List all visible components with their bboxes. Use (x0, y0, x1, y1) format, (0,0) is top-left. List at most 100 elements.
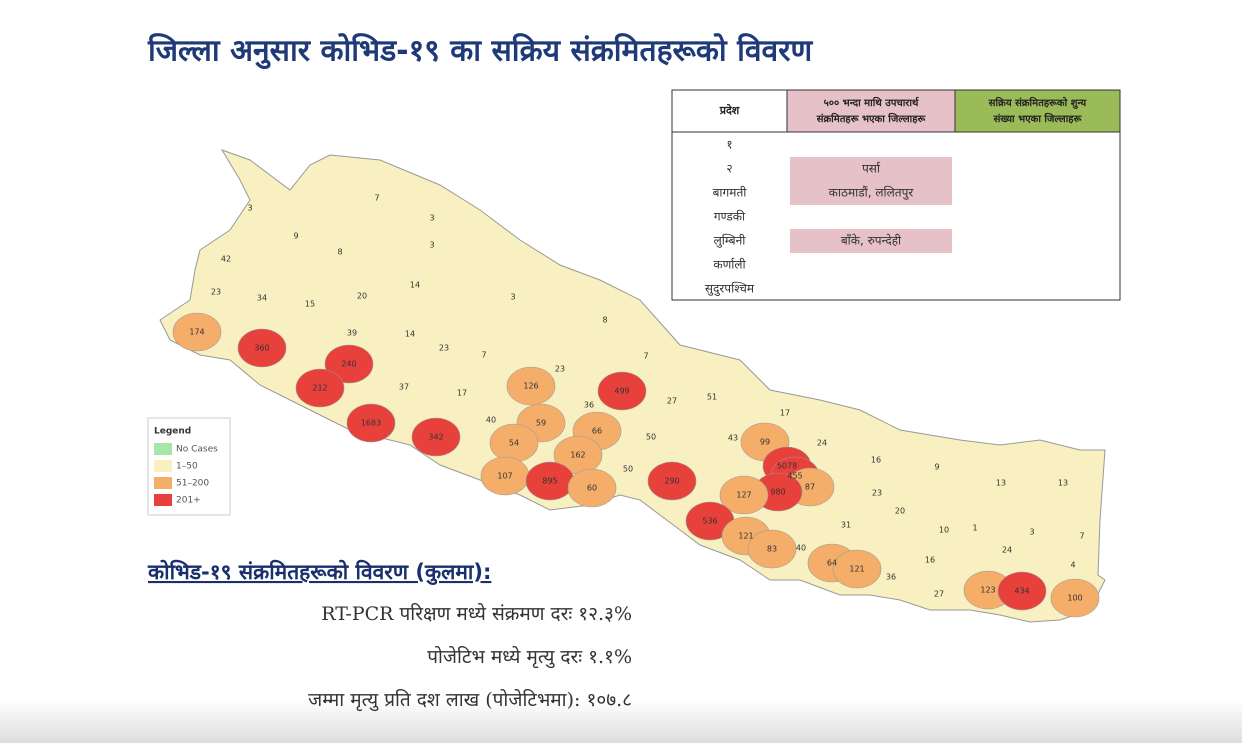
district-label: 895 (542, 477, 557, 486)
district-label: 66 (592, 427, 602, 436)
summary-heading: कोभिड-१९ संक्रमितहरूको विवरण (कुलमा): (147, 559, 491, 586)
district-label: 4 (1070, 561, 1075, 570)
district-label: 51 (707, 393, 717, 402)
table: प्रदेश ५०० भन्दा माथि उपचारार्थ संक्रमितहर… (671, 89, 1121, 301)
header-text: प्रदेश (719, 103, 740, 117)
district-label: 126 (523, 382, 538, 391)
legend-swatch (154, 460, 172, 472)
district-label: 36 (886, 573, 896, 582)
summary: RT-PCR परिक्षण मध्ये संक्रमण दरः १२.३% पो… (308, 602, 632, 712)
district-label: 7 (643, 352, 648, 361)
district-label: 1683 (361, 419, 381, 428)
district-label: 8 (602, 316, 607, 325)
district-label: 34 (257, 294, 267, 303)
district-label: 107 (497, 472, 512, 481)
district-label: 3 (1029, 528, 1034, 537)
district-label: 10 (939, 526, 949, 535)
district-fill (324, 344, 374, 384)
district-label: 162 (570, 451, 585, 460)
district-label: 212 (312, 384, 327, 393)
district-label: 40 (796, 544, 806, 553)
province: २ (726, 162, 732, 176)
district-fill (597, 371, 647, 411)
cell-text: बाँके, रुपन्देही (841, 234, 902, 248)
district-label: 13 (996, 479, 1006, 488)
legend-swatch (154, 443, 172, 455)
district-label: 455 (787, 472, 802, 481)
district-label: 16 (871, 456, 881, 465)
district-fill (346, 403, 396, 443)
district-label: 23 (211, 288, 221, 297)
district-label: 290 (664, 477, 679, 486)
district-label: 360 (254, 344, 269, 353)
district-label: 3 (247, 204, 252, 213)
district-label: 50 (623, 465, 633, 474)
district-fill (506, 366, 556, 406)
district-label: 8 (337, 248, 342, 257)
district-label: 5078 (777, 462, 797, 471)
district-label: 240 (341, 360, 356, 369)
district-label: 50 (646, 433, 656, 442)
legend: Legend No Cases 1–50 51–200 201+ (147, 417, 231, 516)
district-label: 13 (1058, 479, 1068, 488)
district-label: 24 (1002, 546, 1012, 555)
district-fill (997, 571, 1047, 611)
district-label: 9 (934, 463, 939, 472)
district-label: 60 (587, 484, 597, 493)
district-label: 54 (509, 439, 519, 448)
district-label: 23 (872, 489, 882, 498)
district-label: 99 (760, 438, 770, 447)
header-cell (786, 89, 956, 133)
district-label: 59 (536, 419, 546, 428)
district-label: 342 (428, 433, 443, 442)
district-label: 499 (614, 387, 629, 396)
header-cell (671, 89, 788, 133)
district-label: 1 (972, 524, 977, 533)
district-label: 87 (805, 483, 815, 492)
summary-line: RT-PCR परिक्षण मध्ये संक्रमण दरः १२.३% (321, 602, 632, 625)
legend-label: 201+ (176, 496, 201, 506)
header-text: संक्रमितहरू भएका जिल्लाहरू (816, 112, 927, 125)
province: बागमती (713, 186, 748, 200)
district-label: 17 (457, 389, 467, 398)
highlight-cell (790, 157, 952, 181)
district-label: 7 (374, 194, 379, 203)
district-fill (237, 328, 287, 368)
district-label: 27 (667, 397, 677, 406)
district-label: 83 (767, 545, 777, 554)
highlight-cell (790, 229, 952, 253)
district-label: 14 (410, 281, 420, 290)
district-label: 174 (189, 328, 204, 337)
district-label: 40 (486, 416, 496, 425)
district-label: 3 (429, 214, 434, 223)
district-label: 20 (357, 292, 367, 301)
district-label: 23 (555, 365, 565, 374)
legend-label: No Cases (176, 445, 218, 455)
district-fill (647, 461, 697, 501)
district-label: 9 (293, 232, 298, 241)
district-label: 7 (1079, 532, 1084, 541)
legend-label: 1–50 (176, 462, 198, 472)
district-label: 23 (439, 344, 449, 353)
district-fill (747, 529, 797, 569)
district-label: 16 (925, 556, 935, 565)
district-label: 36 (584, 401, 594, 410)
header-text: संख्या भएका जिल्लाहरू (993, 112, 1083, 125)
district-label: 39 (347, 329, 357, 338)
summary-line: जम्मा मृत्यु प्रति दश लाख (पोजेटिभमा): १… (308, 688, 632, 712)
district-label: 24 (817, 439, 827, 448)
district-label: 14 (405, 330, 415, 339)
district-label: 127 (736, 491, 751, 500)
district-label: 42 (221, 255, 231, 264)
district-label: 434 (1014, 587, 1029, 596)
cell-text: पर्सा (862, 162, 881, 176)
legend-swatch (154, 494, 172, 506)
district-fill (295, 368, 345, 408)
district-label: 100 (1067, 594, 1082, 603)
district-label: 43 (728, 434, 738, 443)
district-label: 37 (399, 383, 409, 392)
district-fill (172, 312, 222, 352)
